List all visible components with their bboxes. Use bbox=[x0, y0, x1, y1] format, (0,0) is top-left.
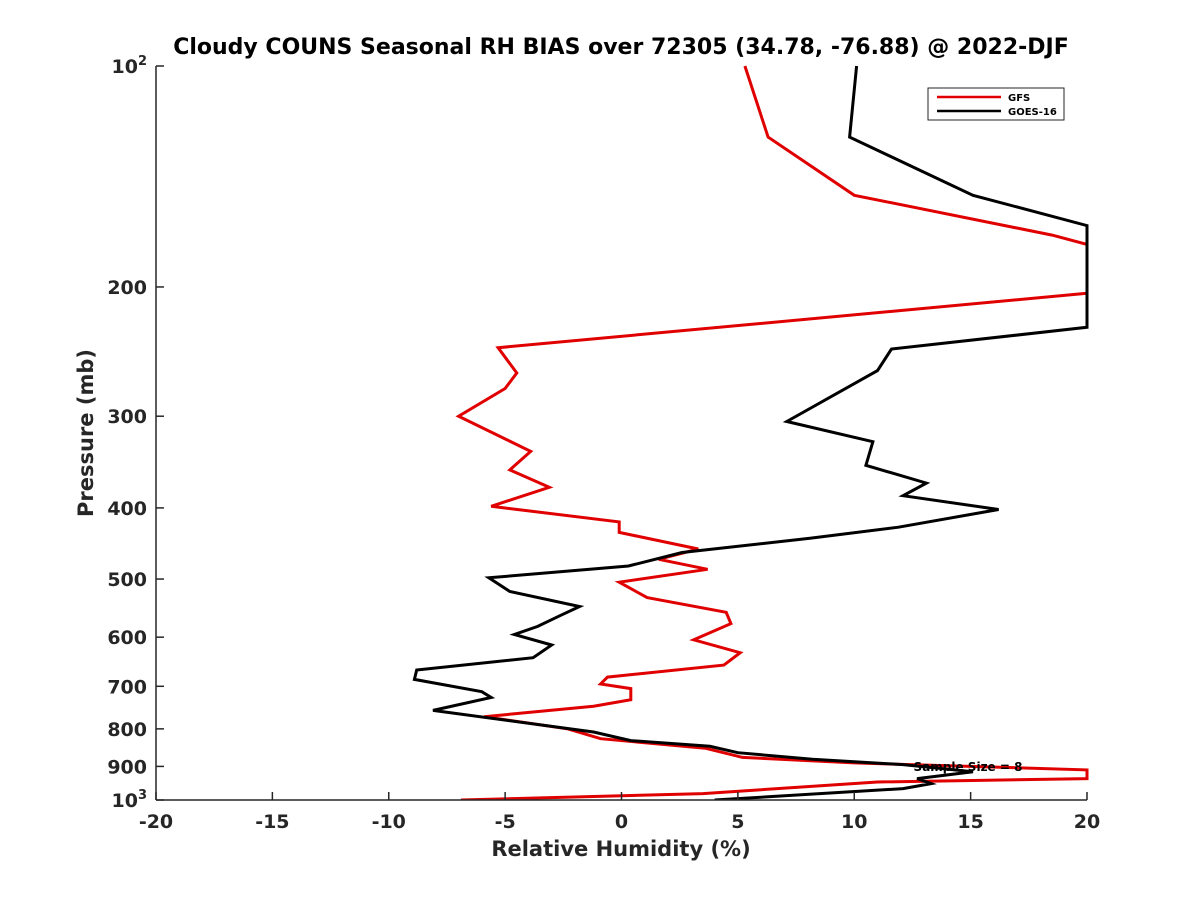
y-tick-label: 700 bbox=[107, 676, 147, 698]
y-ticks: 102 200 300 400 500 600 700 800 900 103 bbox=[107, 54, 164, 812]
chart-title: Cloudy COUNS Seasonal RH BIAS over 72305… bbox=[173, 35, 1069, 60]
sample-size-annotation: Sample Size = 8 bbox=[914, 760, 1023, 774]
series-layer bbox=[412, 65, 1089, 800]
y-tick-label: 600 bbox=[107, 627, 147, 649]
x-tick-label: 5 bbox=[731, 811, 744, 833]
y-tick-label: 800 bbox=[107, 719, 147, 741]
series-line-gfs bbox=[455, 65, 1089, 800]
series-line-goes16 bbox=[412, 65, 1089, 800]
y-tick-label: 300 bbox=[107, 406, 147, 428]
x-tick-label: -15 bbox=[255, 811, 289, 833]
y-tick-label: 102 bbox=[112, 54, 148, 78]
x-tick-label: 0 bbox=[615, 811, 628, 833]
y-tick-label: 500 bbox=[107, 569, 147, 591]
x-ticks: -20 -15 -10 -5 0 5 10 15 20 bbox=[139, 792, 1100, 833]
y-tick-label: 400 bbox=[107, 498, 147, 520]
x-tick-label: 10 bbox=[841, 811, 867, 833]
x-tick-label: 20 bbox=[1074, 811, 1100, 833]
x-tick-label: -10 bbox=[372, 811, 406, 833]
y-tick-label: 900 bbox=[107, 756, 147, 778]
y-tick-label: 103 bbox=[112, 788, 148, 812]
legend: GFS GOES-16 bbox=[927, 87, 1065, 121]
x-tick-label: 15 bbox=[957, 811, 983, 833]
legend-label-goes16: GOES-16 bbox=[1008, 107, 1057, 118]
plot-area: -20 -15 -10 -5 0 5 10 15 20 102 200 300 400 500 600 70… bbox=[107, 54, 1100, 833]
x-tick-label: -5 bbox=[495, 811, 516, 833]
y-tick-label: 200 bbox=[107, 277, 147, 299]
legend-label-gfs: GFS bbox=[1008, 93, 1030, 104]
x-axis-label: Relative Humidity (%) bbox=[491, 837, 750, 861]
y-axis-label: Pressure (mb) bbox=[74, 349, 98, 517]
x-tick-label: -20 bbox=[139, 811, 173, 833]
legend-box bbox=[927, 87, 1065, 121]
